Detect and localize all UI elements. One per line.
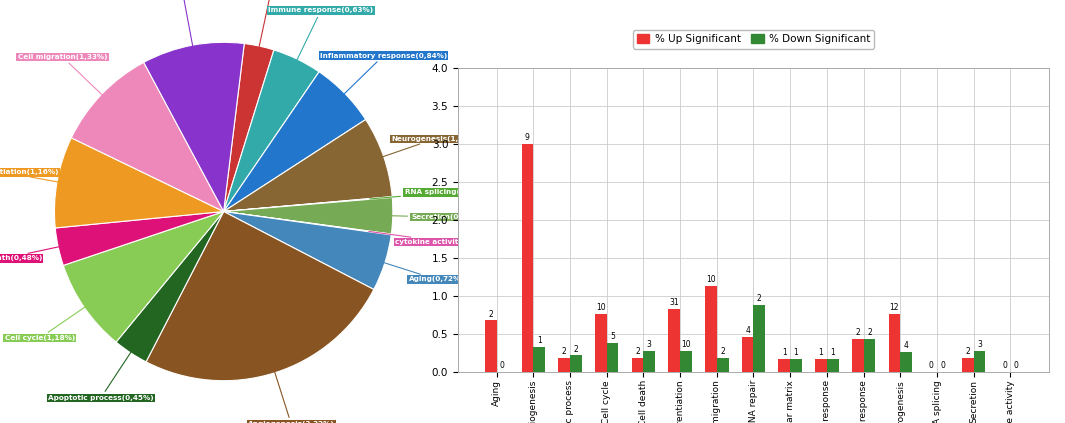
Text: Apoptotic process(0,45%): Apoptotic process(0,45%) [48, 334, 153, 401]
Text: 1: 1 [793, 349, 799, 357]
Text: 2: 2 [720, 347, 725, 356]
Wedge shape [224, 44, 274, 212]
Text: 4: 4 [746, 326, 750, 335]
Text: 0: 0 [499, 361, 505, 371]
Text: Neurogenesis(1,03%): Neurogenesis(1,03%) [362, 136, 479, 164]
Bar [558, 358, 570, 372]
Text: DNA repair(1,30%): DNA repair(1,30%) [144, 0, 220, 67]
Bar [790, 359, 802, 372]
Text: 2: 2 [867, 328, 872, 337]
Wedge shape [224, 120, 392, 212]
Text: 2: 2 [489, 310, 493, 319]
Text: 10: 10 [706, 275, 716, 284]
Text: 0: 0 [1014, 361, 1019, 371]
Text: 1: 1 [819, 349, 823, 357]
Bar [826, 359, 838, 372]
Wedge shape [224, 212, 391, 235]
Bar [779, 359, 790, 372]
Text: Cell differentiation(1,16%): Cell differentiation(1,16%) [0, 169, 79, 186]
Wedge shape [224, 72, 365, 212]
Bar [570, 355, 581, 372]
Bar [643, 351, 655, 372]
Wedge shape [116, 212, 224, 362]
Wedge shape [224, 212, 391, 289]
Bar [705, 286, 717, 372]
Wedge shape [224, 197, 392, 212]
Wedge shape [55, 212, 224, 265]
Text: Secretion(0,46%): Secretion(0,46%) [371, 214, 482, 220]
Text: Cell migration(1,33%): Cell migration(1,33%) [18, 54, 118, 110]
Wedge shape [144, 42, 244, 212]
Text: Immune response(0,63%): Immune response(0,63%) [268, 8, 374, 80]
Bar [815, 359, 826, 372]
Text: 2: 2 [561, 347, 567, 356]
Text: 3: 3 [978, 340, 982, 349]
Bar [632, 358, 643, 372]
Text: Aging(0,72%): Aging(0,72%) [363, 256, 464, 283]
Bar [485, 321, 496, 372]
Text: 1: 1 [831, 349, 835, 357]
Text: Extracellular matrix(0,38%): Extracellular matrix(0,38%) [214, 0, 327, 68]
Text: RNA splicing(0,00%): RNA splicing(0,00%) [370, 190, 488, 199]
Text: 4: 4 [904, 341, 908, 350]
Bar [852, 339, 864, 372]
Text: 2: 2 [966, 347, 970, 356]
Text: 5: 5 [610, 332, 615, 341]
Text: Cell death(0,48%): Cell death(0,48%) [0, 242, 80, 261]
Bar [717, 358, 728, 372]
Text: 10: 10 [682, 340, 691, 349]
Text: Angiogenesis(3,32%): Angiogenesis(3,32%) [248, 351, 334, 423]
Wedge shape [224, 50, 320, 212]
Bar [522, 144, 534, 372]
Text: 2: 2 [757, 294, 761, 303]
Text: 0: 0 [929, 361, 934, 371]
Bar [681, 351, 692, 372]
Bar [607, 343, 619, 372]
Bar [973, 351, 985, 372]
Wedge shape [63, 212, 224, 342]
Text: 9: 9 [525, 133, 529, 142]
Text: 31: 31 [670, 298, 679, 307]
Text: 1: 1 [537, 336, 541, 345]
Text: cytokine activity(0,00%): cytokine activity(0,00%) [368, 231, 495, 245]
Text: 10: 10 [596, 303, 606, 312]
Text: 0: 0 [940, 361, 946, 371]
Wedge shape [224, 198, 393, 234]
Bar [669, 309, 681, 372]
Text: Inflammatory response(0,84%): Inflammatory response(0,84%) [320, 52, 447, 109]
Text: 2: 2 [635, 347, 640, 356]
Bar [888, 313, 900, 372]
Text: 3: 3 [646, 340, 652, 349]
Text: 2: 2 [855, 328, 861, 337]
Text: 1: 1 [782, 349, 787, 357]
Bar [962, 358, 973, 372]
Text: Cell cycle(1,18%): Cell cycle(1,18%) [4, 295, 103, 341]
Text: 2: 2 [573, 345, 578, 354]
Wedge shape [146, 212, 374, 381]
Text: 0: 0 [1002, 361, 1007, 371]
Bar [864, 339, 875, 372]
Bar [900, 352, 912, 372]
Bar [534, 347, 545, 372]
Bar [741, 337, 753, 372]
Legend: % Up Significant, % Down Significant: % Up Significant, % Down Significant [633, 30, 874, 49]
Bar [753, 305, 766, 372]
Text: 12: 12 [889, 303, 899, 312]
Wedge shape [71, 62, 224, 212]
Bar [595, 313, 607, 372]
Wedge shape [54, 138, 224, 228]
